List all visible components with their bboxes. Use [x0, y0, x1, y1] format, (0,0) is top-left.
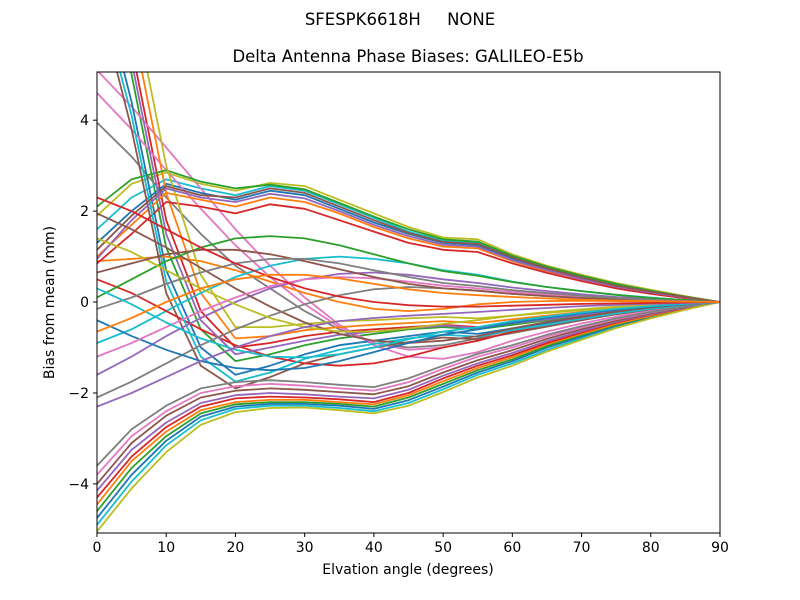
series-line — [97, 273, 720, 333]
series-line — [97, 301, 720, 485]
series-line — [97, 248, 720, 303]
series-line — [97, 169, 720, 303]
x-tick-label: 50 — [434, 540, 452, 556]
x-tick-label: 90 — [711, 540, 729, 556]
x-axis-label: Elvation angle (degrees) — [322, 562, 493, 578]
chart-title: Delta Antenna Phase Biases: GALILEO-E5b — [232, 47, 583, 66]
series-line — [97, 301, 720, 467]
x-tick-label: 30 — [296, 540, 314, 556]
x-tick-label: 80 — [642, 540, 660, 556]
x-tick-label: 0 — [93, 540, 102, 556]
y-tick-label: −2 — [68, 386, 89, 402]
y-axis-label: Bias from mean (mm) — [42, 226, 58, 379]
series-line — [97, 121, 720, 349]
series-line — [97, 257, 720, 310]
x-tick-label: 70 — [573, 540, 591, 556]
series-line — [97, 301, 720, 408]
y-tick-label: 2 — [80, 204, 89, 220]
x-tick-label: 40 — [365, 540, 383, 556]
x-tick-label: 60 — [503, 540, 521, 556]
x-tick-label: 10 — [157, 540, 175, 556]
series-line — [97, 301, 720, 533]
series-line — [97, 301, 720, 492]
series-line — [97, 287, 720, 359]
series-line — [97, 301, 720, 506]
series-lines — [97, 72, 720, 533]
series-line — [97, 201, 720, 303]
y-tick-label: 4 — [80, 113, 89, 129]
series-line — [97, 196, 720, 308]
series-line — [97, 185, 720, 303]
figure-suptitle: SFESPK6618H NONE — [305, 10, 495, 29]
y-tick-label: 0 — [80, 295, 89, 311]
x-tick-label: 20 — [227, 540, 245, 556]
y-tick-label: −4 — [68, 477, 89, 493]
axis-ticks: 0 10 20 30 40 50 60 70 80 90 −4 −2 0 2 4 — [68, 113, 729, 556]
